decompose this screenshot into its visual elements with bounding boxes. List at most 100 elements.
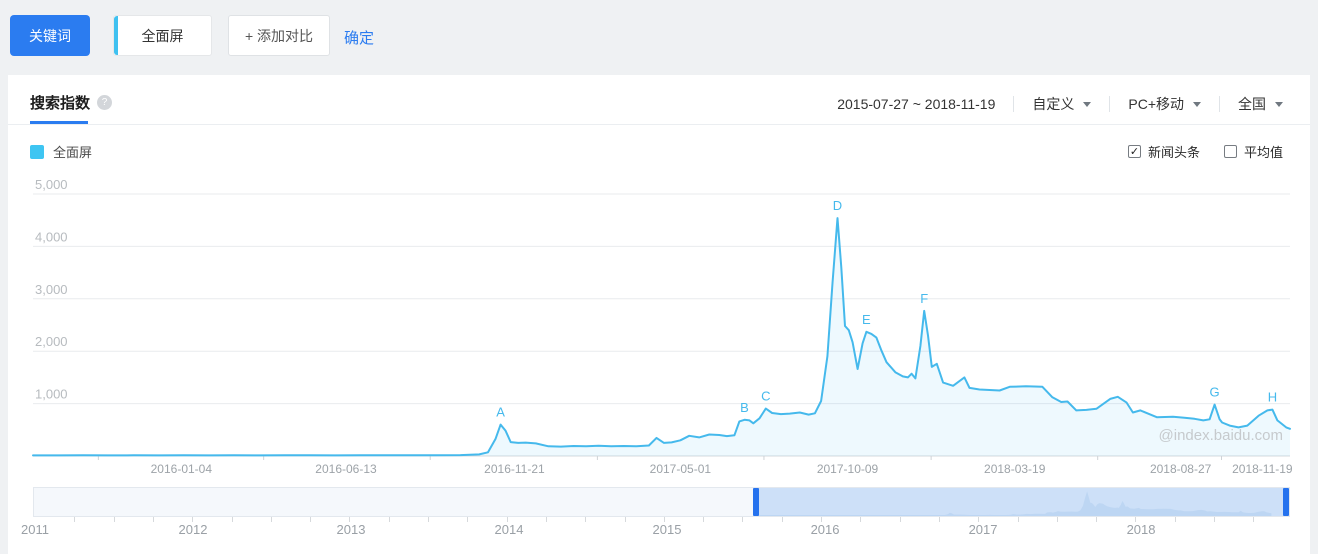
year-label-2017: 2017 xyxy=(968,522,998,537)
x-tick-label: 2017-05-01 xyxy=(650,462,712,476)
x-tick-label: 2018-03-19 xyxy=(984,462,1046,476)
x-tick-label: 2018-11-19 xyxy=(1232,462,1293,476)
search-index-panel: 搜索指数 ? 2015-07-27 ~ 2018-11-19 自定义 PC+移动… xyxy=(8,75,1310,554)
slider-minor-tick xyxy=(310,517,312,522)
checkbox-unchecked-icon[interactable] xyxy=(1223,145,1237,158)
chart-controls: 2015-07-27 ~ 2018-11-19 自定义 PC+移动 全国 xyxy=(837,94,1283,114)
series-legend-label: 全面屏 xyxy=(53,145,93,160)
time-range-slider[interactable] xyxy=(33,487,1290,517)
y-tick-label: 3,000 xyxy=(35,282,68,297)
slider-handle-right[interactable] xyxy=(1283,488,1290,516)
y-tick-label: 2,000 xyxy=(35,334,68,349)
slider-selected-range[interactable] xyxy=(755,488,1287,516)
slider-minor-tick xyxy=(152,517,154,522)
slider-handle-left[interactable] xyxy=(752,488,759,516)
year-label-2016: 2016 xyxy=(810,522,840,537)
year-label-2018: 2018 xyxy=(1126,522,1156,537)
divider xyxy=(1219,96,1220,112)
x-tick-label: 2018-08-27 xyxy=(1150,462,1212,476)
slider-minor-tick xyxy=(113,517,115,522)
slider-minor-tick xyxy=(545,517,547,522)
region-label: 全国 xyxy=(1238,96,1266,112)
slider-minor-tick xyxy=(742,517,744,522)
help-icon[interactable]: ? xyxy=(97,95,113,110)
year-label-2012: 2012 xyxy=(178,522,208,537)
option-news-headlines[interactable]: ✓ 新闻头条 xyxy=(1127,142,1200,161)
divider xyxy=(1013,96,1015,112)
annotation-F[interactable]: F xyxy=(920,291,928,306)
annotation-H[interactable]: H xyxy=(1268,390,1277,405)
series-legend[interactable]: 全面屏 xyxy=(30,142,92,161)
y-tick-label: 5,000 xyxy=(35,180,68,192)
series-line xyxy=(32,217,1291,457)
chevron-down-icon xyxy=(1083,101,1092,107)
slider-minor-tick xyxy=(821,517,822,522)
slider-minor-tick xyxy=(192,517,194,522)
tab-active-underline xyxy=(30,121,88,124)
slider-minor-tick xyxy=(74,517,76,522)
top-toolbar: 关键词 全面屏 + 添加对比 确定 xyxy=(0,0,1318,75)
range-mode-label: 自定义 xyxy=(1032,96,1075,112)
platform-dropdown[interactable]: PC+移动 xyxy=(1128,94,1201,114)
y-tick-label: 4,000 xyxy=(35,229,68,244)
term-tab-accent-bar xyxy=(114,16,118,55)
date-range-value[interactable]: 2015-07-27 ~ 2018-11-19 xyxy=(837,96,996,112)
range-mode-dropdown[interactable]: 自定义 xyxy=(1032,94,1092,114)
slider-minor-tick xyxy=(663,517,665,522)
add-compare-button[interactable]: + 添加对比 xyxy=(228,15,330,56)
annotation-B[interactable]: B xyxy=(740,400,749,415)
slider-minor-tick xyxy=(1214,517,1215,522)
slider-minor-tick xyxy=(1017,517,1019,522)
year-label-2013: 2013 xyxy=(336,522,366,537)
x-tick-label: 2017-10-09 xyxy=(817,462,879,476)
slider-minor-tick xyxy=(1174,517,1176,522)
confirm-link[interactable]: 确定 xyxy=(344,30,375,47)
checkbox-checked-icon[interactable]: ✓ xyxy=(1127,145,1141,158)
region-dropdown[interactable]: 全国 xyxy=(1238,94,1283,114)
slider-minor-tick xyxy=(467,517,469,522)
chevron-down-icon xyxy=(1275,101,1283,107)
slider-minor-tick xyxy=(860,517,862,522)
platform-label: PC+移动 xyxy=(1128,96,1184,112)
tab-search-index-label: 搜索指数 xyxy=(30,95,91,112)
x-tick-label: 2016-11-21 xyxy=(484,462,545,476)
tab-search-index[interactable]: 搜索指数 ? xyxy=(30,92,113,113)
option-label: 新闻头条 xyxy=(1147,145,1200,160)
year-label-2015: 2015 xyxy=(652,522,682,537)
x-tick-label: 2016-01-04 xyxy=(151,462,213,476)
slider-minor-tick xyxy=(624,517,626,522)
chart-options: ✓ 新闻头条 平均值 xyxy=(1104,142,1283,161)
x-tick-label: 2016-06-13 xyxy=(315,462,377,476)
slider-minor-tick xyxy=(506,517,508,522)
slider-minor-tick xyxy=(585,517,587,522)
option-label: 平均值 xyxy=(1243,145,1283,160)
annotation-D[interactable]: D xyxy=(833,198,842,213)
header-divider xyxy=(8,124,1310,125)
slider-minor-tick xyxy=(270,517,272,522)
slider-minor-tick xyxy=(1135,517,1137,522)
slider-minor-tick xyxy=(1253,517,1255,522)
year-label-2011: 2011 xyxy=(21,522,49,537)
annotation-G[interactable]: G xyxy=(1210,385,1220,400)
slider-minor-tick xyxy=(938,517,940,522)
slider-minor-tick xyxy=(1096,517,1098,522)
chevron-down-icon xyxy=(1193,101,1201,107)
series-color-swatch xyxy=(30,144,44,159)
slider-minor-tick xyxy=(231,517,233,522)
keyword-term-tab[interactable]: 全面屏 xyxy=(113,15,212,56)
keyword-button[interactable]: 关键词 xyxy=(10,15,90,56)
annotation-C[interactable]: C xyxy=(761,389,770,404)
slider-minor-tick xyxy=(428,517,429,522)
slider-minor-tick xyxy=(899,517,901,522)
y-tick-label: 1,000 xyxy=(35,387,68,402)
slider-minor-tick xyxy=(703,517,705,522)
option-average[interactable]: 平均值 xyxy=(1223,142,1283,161)
annotation-E[interactable]: E xyxy=(862,312,871,327)
series-area xyxy=(33,218,1290,456)
annotation-A[interactable]: A xyxy=(496,405,505,420)
slider-minor-tick xyxy=(978,517,980,522)
divider xyxy=(1109,96,1111,112)
trend-chart-canvas[interactable]: 1,000 2,000 3,000 4,000 5,000 2016-01-04 2016-… xyxy=(8,180,1310,480)
term-tab-label: 全面屏 xyxy=(141,27,184,44)
slider-minor-tick xyxy=(349,517,351,522)
